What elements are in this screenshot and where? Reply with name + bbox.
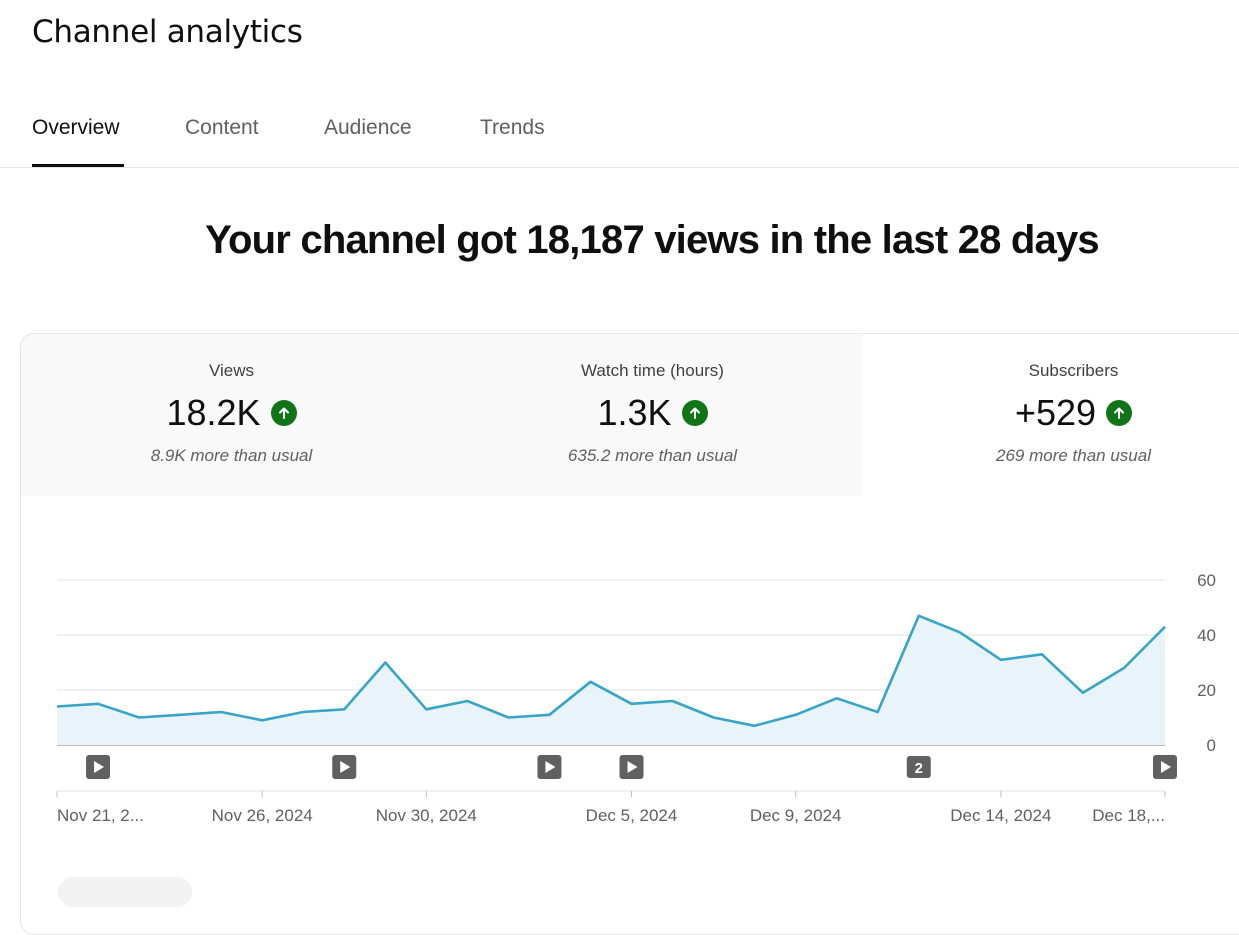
tab-content[interactable]: Content [185,116,259,139]
play-icon [1161,761,1171,773]
tab-bar: Overview Content Audience Trends [0,94,1239,168]
views-chart[interactable]: 60 40 20 0 2 Nov 21, 2... Nov 26, 2024 Nov 30, … [0,495,1239,835]
x-tick-label: Dec 5, 2024 [586,806,678,825]
summary-headline: Your channel got 18,187 views in the las… [205,218,1100,262]
see-more-button[interactable] [58,877,192,907]
x-tick-label: Dec 14, 2024 [950,806,1051,825]
metric-watch-time[interactable]: Watch time (hours) 1.3K 635.2 more than … [442,334,864,496]
x-tick-label: Nov 30, 2024 [376,806,477,825]
metric-comparison: 269 more than usual [996,446,1151,465]
tab-audience[interactable]: Audience [324,116,412,139]
x-tick-label: Dec 18,... [1092,806,1165,825]
y-tick-label: 40 [1197,626,1216,645]
arrow-up-icon [270,400,297,426]
video-count-marker [906,756,931,778]
play-icon [94,761,105,773]
play-icon [340,761,351,773]
play-icon [627,761,638,773]
tab-overview[interactable]: Overview [32,116,120,139]
metric-views[interactable]: Views 18.2K 8.9K more than usual [21,334,443,496]
metric-value: +529 [1014,392,1097,433]
x-tick-label: Dec 9, 2024 [750,806,842,825]
tab-trends[interactable]: Trends [480,116,545,139]
active-tab-indicator [32,164,124,167]
y-tick-label: 60 [1197,571,1216,590]
metric-value: 18.2K [166,392,261,433]
metric-label: Views [208,361,255,380]
video-count-label: 2 [915,760,923,777]
metric-label: Watch time (hours) [581,361,724,380]
y-tick-label: 0 [1207,736,1216,755]
arrow-up-icon [681,400,708,426]
arrow-up-icon [1106,400,1133,426]
series-line [56,614,1166,728]
metrics-card: Views 18.2K 8.9K more than usual Watch t… [20,333,1239,935]
metric-value: 1.3K [597,392,672,433]
metric-comparison: 635.2 more than usual [567,446,738,465]
metric-subscribers[interactable]: Subscribers +529 269 more than usual [863,334,1239,496]
play-icon [545,761,556,773]
y-tick-label: 20 [1197,681,1216,700]
series-area [57,615,1165,745]
metric-comparison: 8.9K more than usual [150,446,313,465]
metric-label: Subscribers [1028,361,1119,380]
x-tick-label: Nov 21, 2... [57,806,144,825]
page-title: Channel analytics [32,14,303,50]
x-tick-label: Nov 26, 2024 [212,806,313,825]
